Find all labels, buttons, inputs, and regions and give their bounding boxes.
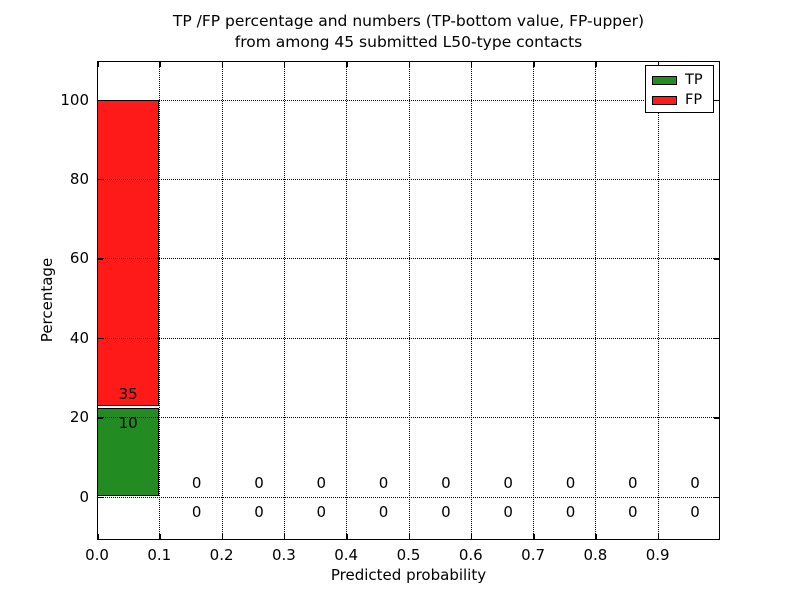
x-tick-mark [97,534,99,539]
y-tick-label: 20 [69,408,89,427]
x-tick-mark [595,62,597,67]
fp-count-label: 0 [316,473,327,492]
gridline-vertical [283,61,285,540]
y-tick-mark [714,178,719,181]
tp-count-label: 0 [378,502,389,521]
fp-count-label: 35 [118,385,138,404]
y-tick-mark [98,178,103,181]
x-tick-mark [221,534,224,539]
gridline-vertical [533,61,535,540]
fp-count-label: 0 [254,473,264,492]
x-tick-mark [408,62,410,67]
x-tick-label: 0.7 [521,546,546,564]
x-tick-label: 0.9 [645,546,670,564]
tp-count-label: 0 [565,502,576,521]
gridline-horizontal [97,178,720,180]
chart-title: TP /FP percentage and numbers (TP-bottom… [97,11,720,53]
x-tick-mark [657,62,660,67]
x-axis-label: Predicted probability [330,566,487,584]
legend-label-fp: FP [685,92,703,108]
tp-count-label: 0 [627,502,638,521]
y-tick-label: 0 [79,487,89,506]
gridline-vertical [595,61,597,540]
x-tick-mark [470,62,473,67]
gridline-horizontal [97,99,720,101]
y-tick-label: 80 [69,169,89,188]
y-tick-label: 100 [60,90,89,109]
x-tick-label: 0.4 [334,546,359,564]
x-tick-label: 0.3 [271,546,296,564]
x-tick-label: 0.1 [147,546,172,564]
tp-count-label: 10 [118,414,138,433]
tp-count-label: 0 [690,502,700,521]
x-tick-mark [470,534,473,539]
fp-count-label: 0 [690,473,700,492]
y-tick-mark [714,258,719,260]
y-tick-mark [714,99,719,101]
bar-segment-fp [97,99,160,407]
y-tick-label: 40 [69,328,89,347]
fp-count-label: 0 [191,473,202,492]
y-tick-mark [714,496,719,498]
fp-count-label: 0 [627,473,638,492]
y-tick-mark [98,337,103,340]
tp-count-label: 0 [503,502,513,521]
gridline-vertical [346,61,348,540]
x-tick-mark [408,534,410,539]
x-tick-mark [159,62,161,67]
legend-row: FP [652,90,713,110]
gridline-vertical [657,61,659,540]
fp-count-label: 0 [565,473,576,492]
x-tick-mark [346,62,348,67]
gridline-horizontal [97,337,720,339]
bar-segment-tp [97,408,160,497]
fp-count-label: 0 [503,473,513,492]
y-tick-label: 60 [69,249,89,268]
gridline-horizontal [97,258,720,260]
gridline-vertical [470,61,472,540]
y-tick-mark [98,258,103,260]
legend-swatch-tp [652,75,677,85]
x-tick-label: 0.8 [583,546,608,564]
x-tick-mark [283,534,286,539]
tp-count-label: 0 [441,502,451,521]
x-tick-mark [283,62,286,67]
gridline-horizontal [97,417,720,419]
x-tick-mark [159,534,161,539]
legend: TP FP [645,65,714,113]
x-tick-mark [657,534,660,539]
x-tick-mark [533,62,535,67]
x-tick-mark [595,534,597,539]
y-tick-mark [714,337,719,340]
legend-swatch-fp [652,95,677,105]
chart-title-line1: TP /FP percentage and numbers (TP-bottom… [172,12,645,30]
y-tick-mark [98,99,103,101]
legend-row: TP [652,70,713,90]
x-tick-label: 0.2 [209,546,234,564]
tp-count-label: 0 [191,502,202,521]
chart-title-line2: from among 45 submitted L50-type contact… [234,33,583,51]
x-tick-mark [346,534,348,539]
fp-count-label: 0 [378,473,389,492]
gridline-vertical [221,61,223,540]
gridline-vertical [408,61,410,540]
tp-count-label: 0 [254,502,264,521]
x-tick-mark [97,62,99,67]
y-tick-mark [98,496,103,498]
y-tick-mark [714,417,719,419]
legend-label-tp: TP [685,72,703,88]
x-tick-label: 0.5 [396,546,421,564]
x-tick-label: 0.0 [85,546,109,564]
gridline-horizontal [97,496,720,498]
x-tick-mark [533,534,535,539]
fp-count-label: 0 [441,473,451,492]
gridline-vertical [159,61,161,540]
tp-count-label: 0 [316,502,327,521]
x-tick-label: 0.6 [458,546,483,564]
x-tick-mark [221,62,224,67]
y-tick-mark [98,417,103,419]
